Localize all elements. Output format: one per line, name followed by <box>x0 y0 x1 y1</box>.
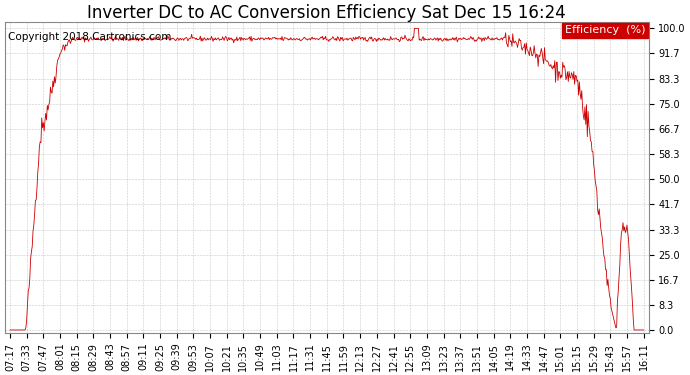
Text: Efficiency  (%): Efficiency (%) <box>565 26 645 36</box>
Title: Inverter DC to AC Conversion Efficiency Sat Dec 15 16:24: Inverter DC to AC Conversion Efficiency … <box>88 4 566 22</box>
Text: Copyright 2018 Cartronics.com: Copyright 2018 Cartronics.com <box>8 32 172 42</box>
